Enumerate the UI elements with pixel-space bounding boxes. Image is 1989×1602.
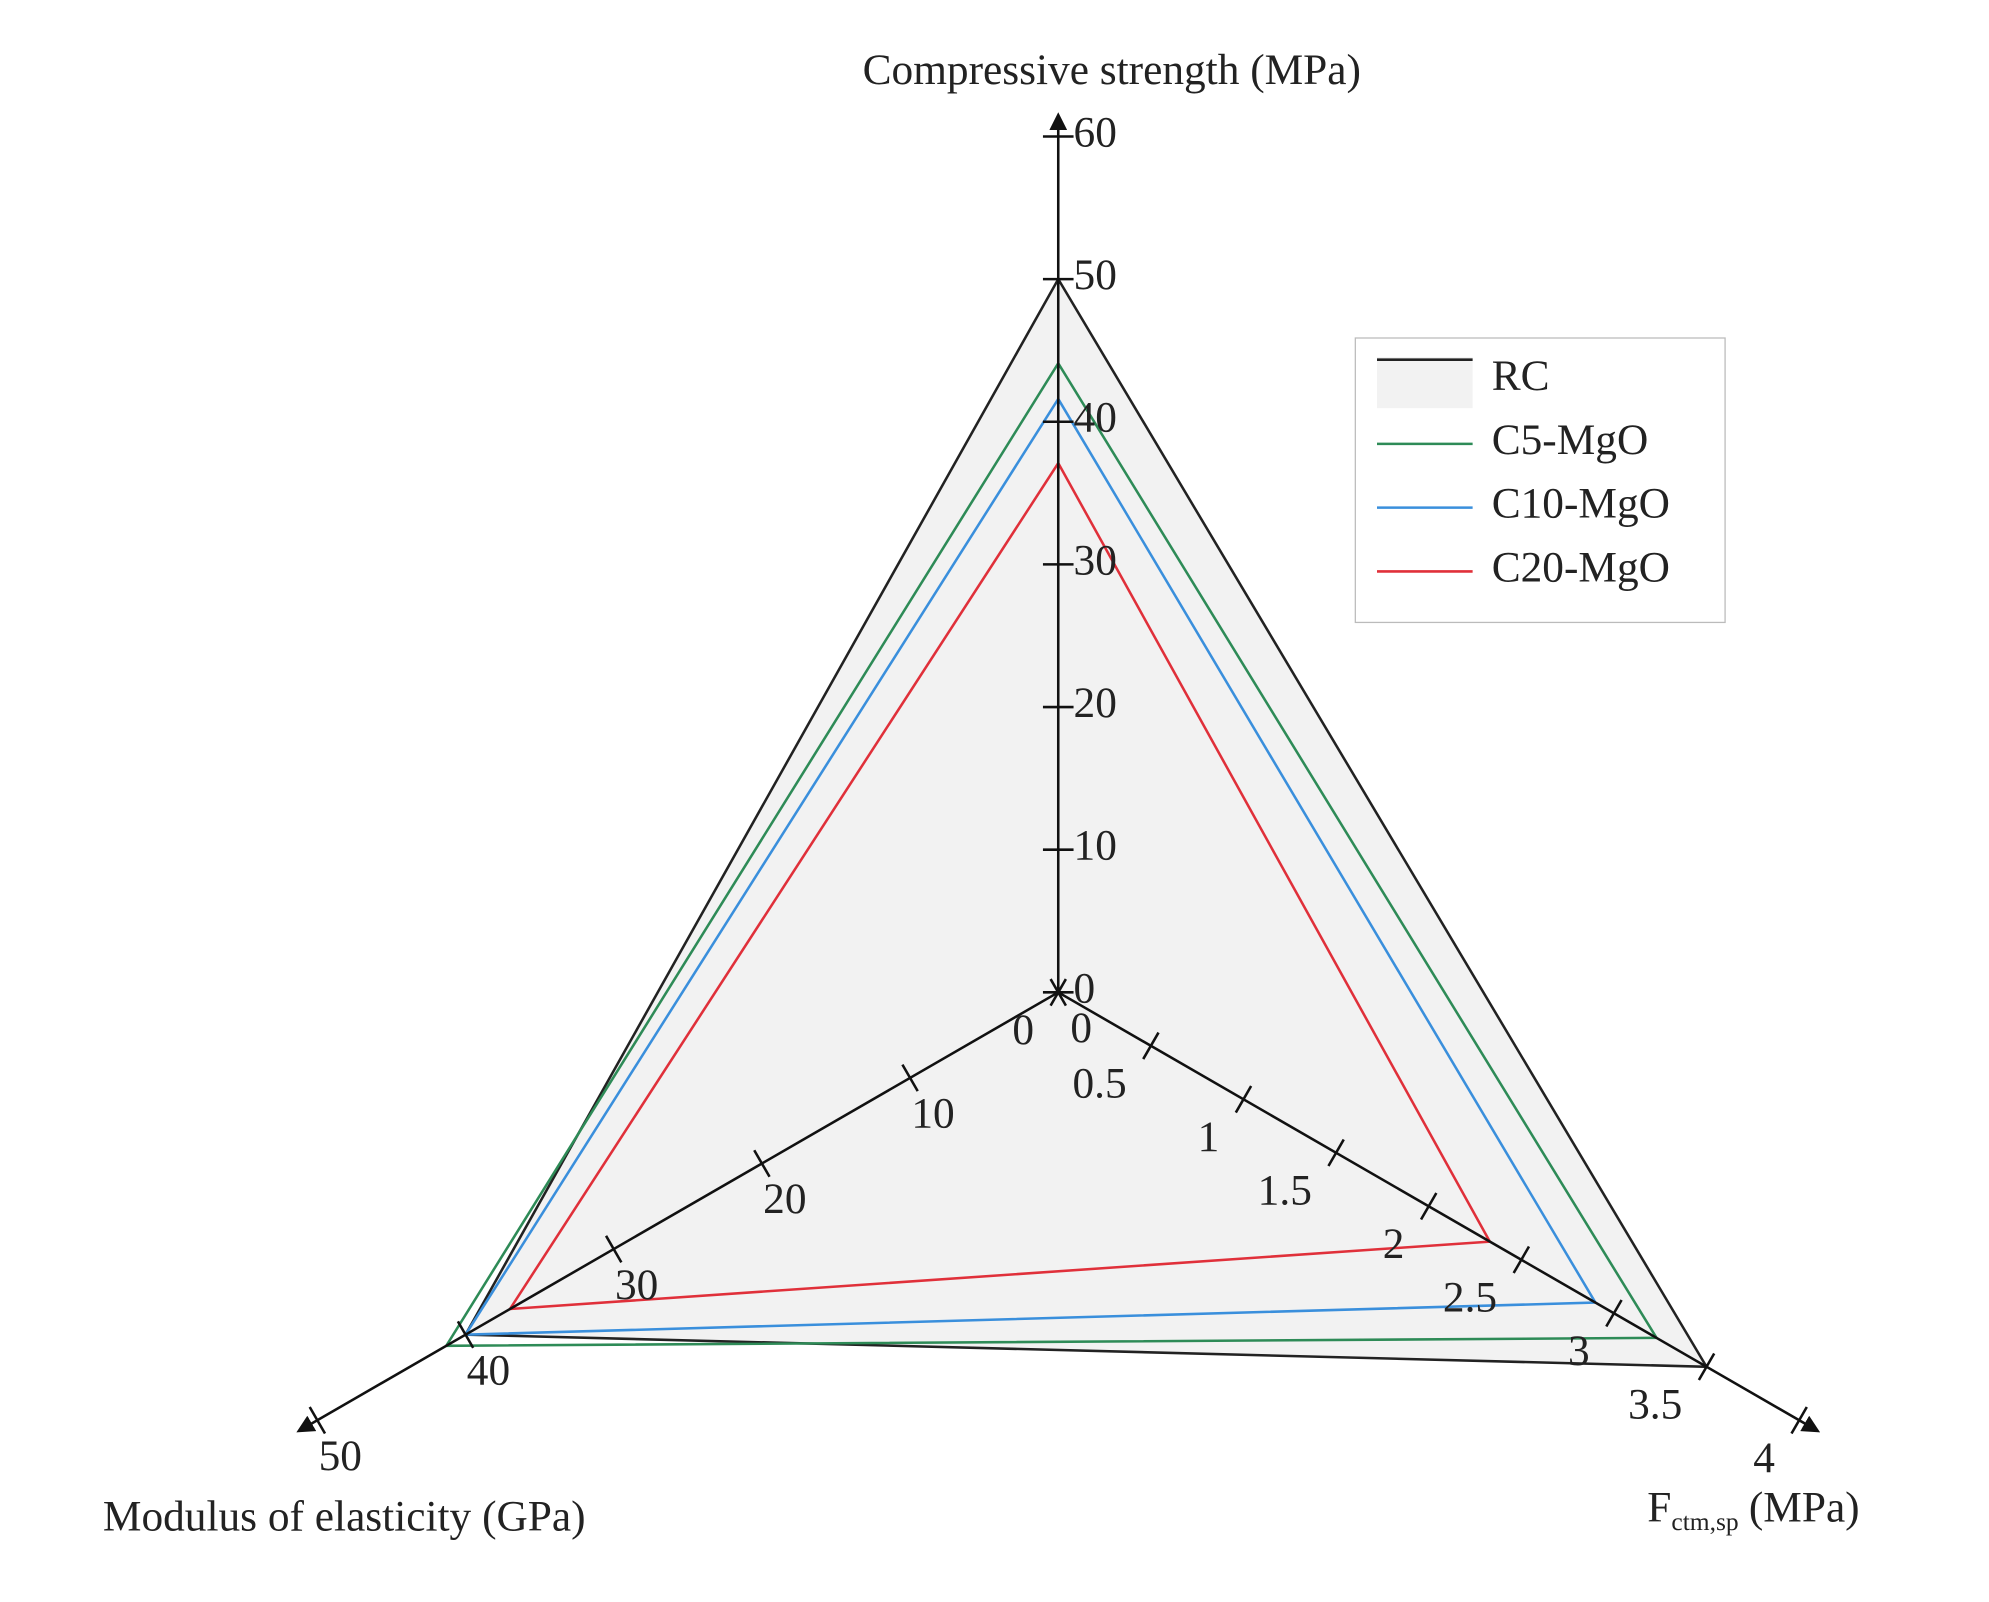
tick-mark [1234, 1085, 1253, 1114]
axis-line [296, 991, 1059, 1433]
tick-label: 3.5 [1628, 1381, 1682, 1429]
tick-mark [456, 1320, 475, 1349]
tick-label: 1 [1198, 1113, 1220, 1161]
tick-label: 20 [1074, 679, 1117, 727]
tick-mark [1419, 1192, 1438, 1221]
tick-label: 40 [467, 1346, 510, 1394]
tick-label: 4 [1753, 1434, 1775, 1482]
tick-mark [1605, 1299, 1623, 1328]
axes-layer: 010203040506000.511.522.533.540102030405… [103, 46, 1860, 1540]
legend-label: C20-MgO [1492, 543, 1670, 591]
tick-mark [604, 1235, 623, 1263]
tick-label: 1.5 [1258, 1167, 1312, 1215]
tick-label: 40 [1074, 394, 1117, 442]
axis-title-sub: ctm,sp [1671, 1507, 1738, 1536]
tick-mark [753, 1149, 771, 1178]
tick-mark [1327, 1138, 1345, 1167]
tick-mark [1142, 1031, 1160, 1060]
tick-label: 3 [1568, 1327, 1590, 1375]
tick-mark [901, 1064, 919, 1092]
axis-title: Compressive strength (MPa) [863, 46, 1361, 94]
tick-mark [1697, 1352, 1716, 1381]
series-polygon [463, 276, 1709, 1369]
axis-title-unit: (MPa) [1749, 1483, 1860, 1531]
tick-label: 30 [1074, 536, 1117, 584]
axis-title-main: F [1647, 1483, 1671, 1531]
series-layer [443, 276, 1709, 1369]
legend-swatch [1377, 357, 1473, 409]
tick-label: 0.5 [1072, 1060, 1126, 1108]
tick-mark [1049, 978, 1068, 1007]
tick-label: 10 [1074, 822, 1117, 870]
tick-label: 0 [1070, 1004, 1092, 1052]
tick-label: 60 [1074, 108, 1117, 156]
axis-line [1057, 991, 1821, 1433]
legend-label: C10-MgO [1492, 480, 1670, 528]
legend: RC C5-MgO C10-MgO C20-MgO [1354, 337, 1726, 624]
series-polygon [463, 396, 1598, 1337]
tick-label: 0 [1012, 1006, 1034, 1054]
tick-label: 30 [615, 1261, 658, 1309]
tick-label: 2 [1383, 1220, 1405, 1268]
tick-mark [1790, 1406, 1808, 1435]
tick-label: 0 [1074, 964, 1096, 1012]
series-polygon [507, 460, 1492, 1311]
legend-label: C5-MgO [1492, 416, 1649, 464]
tick-label: 10 [911, 1090, 954, 1138]
axis-title: Fctm,sp (MPa) [1647, 1483, 1859, 1536]
tick-label: 20 [763, 1175, 806, 1223]
series-polygon [443, 360, 1659, 1348]
legend-label: RC [1492, 352, 1550, 400]
tick-label: 50 [1074, 251, 1117, 299]
tick-label: 50 [319, 1432, 362, 1480]
tick-mark [308, 1406, 327, 1435]
tick-mark [1512, 1245, 1531, 1274]
tick-label: 2.5 [1443, 1274, 1497, 1322]
axis-title: Modulus of elasticity (GPa) [103, 1492, 586, 1540]
